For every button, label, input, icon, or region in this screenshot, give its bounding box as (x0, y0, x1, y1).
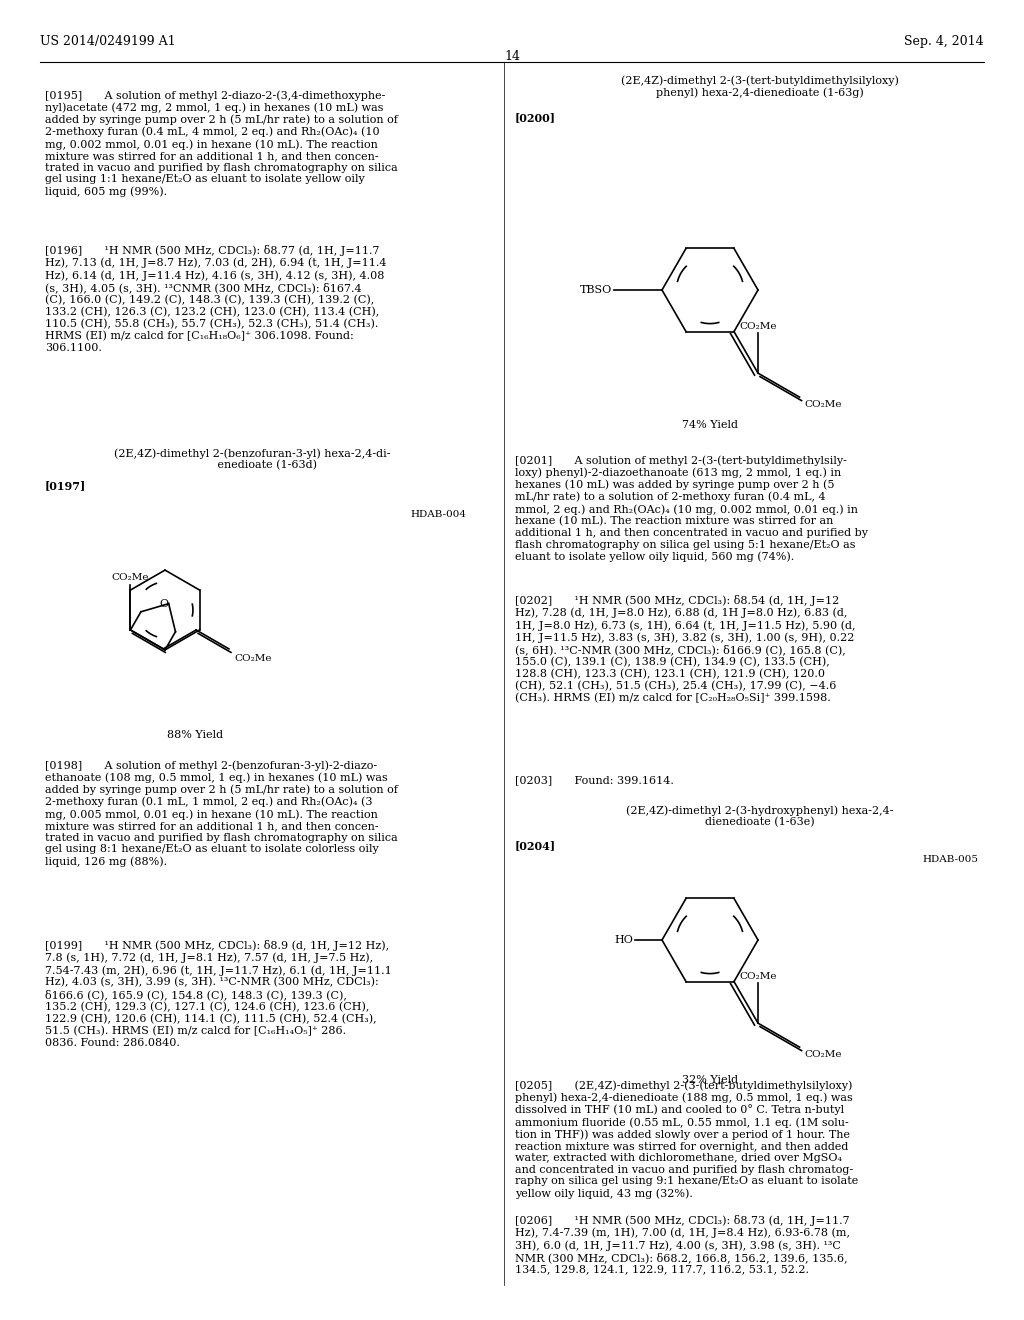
Text: (2E,4Z)-dimethyl 2-(3-hydroxyphenyl) hexa-2,4-
dienedioate (1-63e): (2E,4Z)-dimethyl 2-(3-hydroxyphenyl) hex… (627, 805, 894, 828)
Text: [0196]  ¹H NMR (500 MHz, CDCl₃): δ8.77 (d, 1H, J=11.7
Hz), 7.13 (d, 1H, J=8.7 Hz: [0196] ¹H NMR (500 MHz, CDCl₃): δ8.77 (d… (45, 246, 386, 352)
Text: [0205]  (2E,4Z)-dimethyl 2-(3-(tert-butyldimethylsilyloxy)
phenyl) hexa-2,4-dien: [0205] (2E,4Z)-dimethyl 2-(3-(tert-butyl… (515, 1080, 858, 1199)
Text: US 2014/0249199 A1: US 2014/0249199 A1 (40, 36, 176, 48)
Text: TBSO: TBSO (580, 285, 612, 294)
Text: HDAB-004: HDAB-004 (410, 510, 466, 519)
Text: [0206]  ¹H NMR (500 MHz, CDCl₃): δ8.73 (d, 1H, J=11.7
Hz), 7.4-7.39 (m, 1H), 7.0: [0206] ¹H NMR (500 MHz, CDCl₃): δ8.73 (d… (515, 1214, 850, 1275)
Text: CO₂Me: CO₂Me (112, 573, 150, 582)
Text: [0200]: [0200] (515, 112, 556, 123)
Text: O: O (159, 599, 168, 609)
Text: HDAB-005: HDAB-005 (922, 855, 978, 865)
Text: 14: 14 (504, 50, 520, 63)
Text: CO₂Me: CO₂Me (739, 972, 777, 981)
Text: [0195]  A solution of methyl 2-diazo-2-(3,4-dimethoxyphe-
nyl)acetate (472 mg, 2: [0195] A solution of methyl 2-diazo-2-(3… (45, 90, 398, 197)
Text: 88% Yield: 88% Yield (167, 730, 223, 741)
Text: CO₂Me: CO₂Me (233, 653, 271, 663)
Text: 32% Yield: 32% Yield (682, 1074, 738, 1085)
Text: [0203]  Found: 399.1614.: [0203] Found: 399.1614. (515, 775, 674, 785)
Text: [0201]  A solution of methyl 2-(3-(tert-butyldimethylsily-
loxy) phenyl)-2-diazo: [0201] A solution of methyl 2-(3-(tert-b… (515, 455, 868, 562)
Text: [0204]: [0204] (515, 840, 556, 851)
Text: [0202]  ¹H NMR (500 MHz, CDCl₃): δ8.54 (d, 1H, J=12
Hz), 7.28 (d, 1H, J=8.0 Hz),: [0202] ¹H NMR (500 MHz, CDCl₃): δ8.54 (d… (515, 595, 855, 704)
Text: CO₂Me: CO₂Me (805, 1051, 842, 1059)
Text: [0197]: [0197] (45, 480, 86, 491)
Text: 74% Yield: 74% Yield (682, 420, 738, 430)
Text: (2E,4Z)-dimethyl 2-(benzofuran-3-yl) hexa-2,4-di-
         enedioate (1-63d): (2E,4Z)-dimethyl 2-(benzofuran-3-yl) hex… (114, 447, 390, 470)
Text: [0199]  ¹H NMR (500 MHz, CDCl₃): δ8.9 (d, 1H, J=12 Hz),
7.8 (s, 1H), 7.72 (d, 1H: [0199] ¹H NMR (500 MHz, CDCl₃): δ8.9 (d,… (45, 940, 392, 1048)
Text: Sep. 4, 2014: Sep. 4, 2014 (904, 36, 984, 48)
Text: CO₂Me: CO₂Me (739, 322, 777, 331)
Text: (2E,4Z)-dimethyl 2-(3-(tert-butyldimethylsilyloxy)
phenyl) hexa-2,4-dienedioate : (2E,4Z)-dimethyl 2-(3-(tert-butyldimethy… (622, 75, 899, 98)
Text: CO₂Me: CO₂Me (805, 400, 842, 409)
Text: HO: HO (614, 935, 633, 945)
Text: [0198]  A solution of methyl 2-(benzofuran-3-yl)-2-diazo-
ethanoate (108 mg, 0.5: [0198] A solution of methyl 2-(benzofura… (45, 760, 398, 867)
